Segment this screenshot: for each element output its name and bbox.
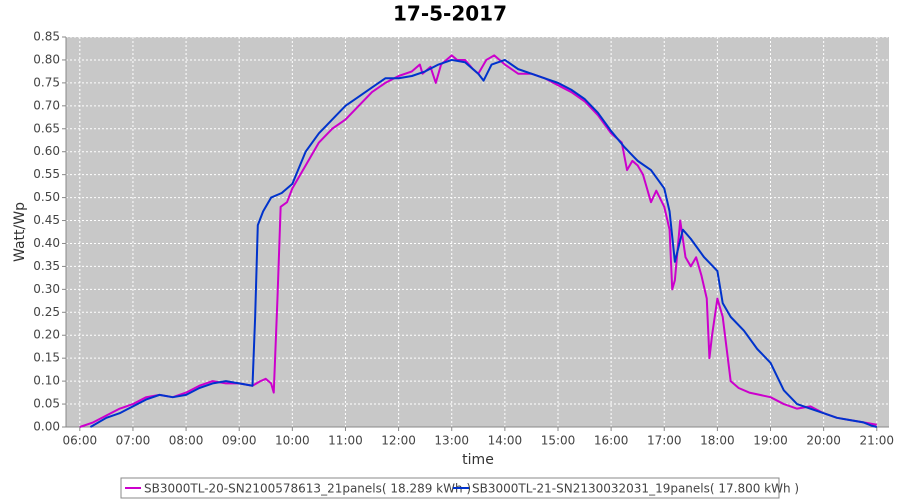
y-axis-title: Watt/Wp [12,202,28,262]
chart-title: 17-5-2017 [393,2,507,26]
y-tick-label: 0.05 [33,397,60,411]
series-line [89,58,878,428]
x-tick-label: 13:00 [434,434,469,448]
y-tick-label: 0.50 [33,190,60,204]
y-tick-label: 0.00 [33,420,60,434]
x-axis-title: time [462,452,494,468]
series-line [79,54,877,428]
x-tick-label: 10:00 [275,434,310,448]
x-tick-label: 19:00 [753,434,788,448]
x-tick-label: 21:00 [859,434,894,448]
y-tick-label: 0.25 [33,305,60,319]
x-tick-label: 08:00 [169,434,204,448]
x-tick-label: 11:00 [328,434,363,448]
x-tick-label: 09:00 [222,434,257,448]
y-tick-label: 0.10 [33,374,60,388]
y-tick-label: 0.45 [33,213,60,227]
y-tick-label: 0.75 [33,75,60,89]
y-tick-label: 0.40 [33,236,60,250]
x-tick-label: 14:00 [488,434,523,448]
x-tick-label: 16:00 [594,434,629,448]
y-tick-label: 0.15 [33,351,60,365]
x-tick-label: 17:00 [647,434,682,448]
x-tick-label: 12:00 [381,434,416,448]
y-tick-label: 0.35 [33,259,60,273]
legend-label: SB3000TL-21-SN2130032031_19panels( 17.80… [472,482,799,496]
legend-label: SB3000TL-20-SN2100578613_21panels( 18.28… [144,482,471,496]
x-tick-label: 06:00 [63,434,98,448]
x-tick-label: 07:00 [116,434,151,448]
plot-area [66,37,889,427]
y-tick-label: 0.30 [33,282,60,296]
legend [120,477,780,499]
y-tick-label: 0.80 [33,52,60,66]
x-tick-label: 20:00 [806,434,841,448]
y-tick-label: 0.20 [33,328,60,342]
y-tick-label: 0.55 [33,167,60,181]
y-tick-label: 0.65 [33,121,60,135]
y-tick-label: 0.70 [33,98,60,112]
y-tick-label: 0.85 [33,30,60,44]
y-tick-label: 0.60 [33,144,60,158]
x-tick-label: 15:00 [541,434,576,448]
x-tick-label: 18:00 [700,434,735,448]
